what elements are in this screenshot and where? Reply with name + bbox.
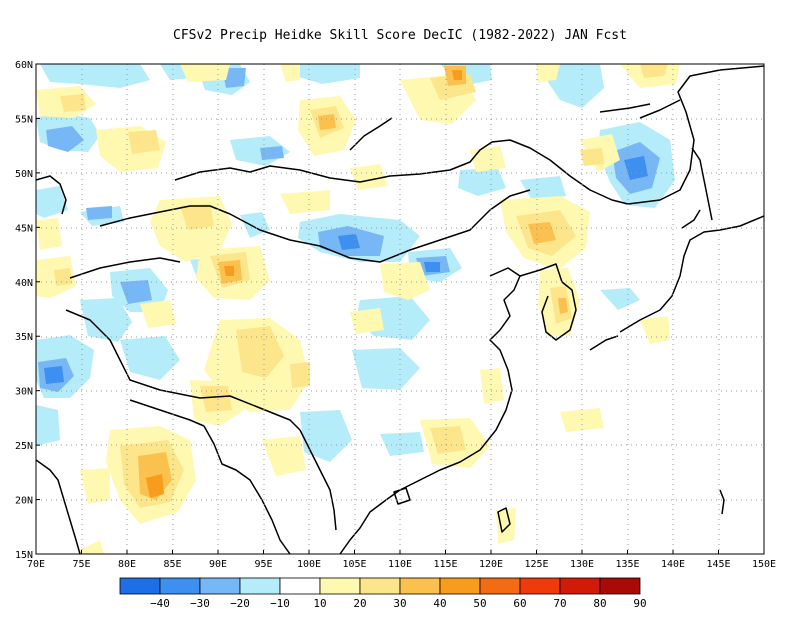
tick-marks	[35, 63, 765, 555]
lat-label: 45N	[15, 223, 33, 234]
lon-label: 145E	[706, 559, 730, 570]
deep-orange-regions	[146, 70, 462, 498]
colorbar: −40 −30 −20 −10 10 20 30 40 50 60 70 80 90	[119, 577, 647, 610]
colorbar-swatch	[359, 577, 401, 595]
colorbar-swatch	[239, 577, 281, 595]
lon-label: 150E	[752, 559, 776, 570]
colorbar-swatch	[199, 577, 241, 595]
colorbar-label: 10	[313, 597, 326, 610]
lon-label: 140E	[661, 559, 685, 570]
lon-label: 75E	[72, 559, 90, 570]
colorbar-swatch	[399, 577, 441, 595]
lat-label: 40N	[15, 278, 33, 289]
colorbar-swatch	[479, 577, 521, 595]
lon-label: 85E	[163, 559, 181, 570]
lat-label: 20N	[15, 496, 33, 507]
grid-lines	[36, 64, 764, 554]
lat-label: 15N	[15, 550, 33, 561]
lon-label: 125E	[524, 559, 548, 570]
lon-label: 70E	[27, 559, 45, 570]
colorbar-label: −30	[190, 597, 210, 610]
colorbar-swatch	[319, 577, 361, 595]
light-blue-regions	[36, 64, 675, 462]
lat-label: 50N	[15, 169, 33, 180]
lon-label: 90E	[209, 559, 227, 570]
colorbar-swatch	[599, 577, 641, 595]
lon-label: 135E	[615, 559, 639, 570]
lat-label: 30N	[15, 387, 33, 398]
lon-label: 130E	[570, 559, 594, 570]
dark-blue-regions	[44, 156, 648, 384]
colorbar-label: 80	[593, 597, 606, 610]
lon-label: 95E	[254, 559, 272, 570]
colorbar-label: 30	[393, 597, 406, 610]
longitude-labels: 70E 75E 80E 85E 90E 95E 100E 105E 110E 115E 120E 12…	[27, 559, 776, 570]
lat-label: 55N	[15, 114, 33, 125]
lon-label: 120E	[479, 559, 503, 570]
lon-label: 105E	[342, 559, 366, 570]
colorbar-swatch	[519, 577, 561, 595]
colorbar-label: 60	[513, 597, 526, 610]
lat-label: 60N	[15, 60, 33, 71]
colorbar-swatch	[559, 577, 601, 595]
colorbar-label: −20	[230, 597, 250, 610]
lon-label: 80E	[118, 559, 136, 570]
lat-label: 35N	[15, 332, 33, 343]
lat-label: 25N	[15, 441, 33, 452]
colorbar-label: 70	[553, 597, 566, 610]
colorbar-swatch	[119, 577, 161, 595]
coastlines	[36, 65, 764, 554]
lon-label: 115E	[433, 559, 457, 570]
colorbar-label: 20	[353, 597, 366, 610]
mid-blue-regions	[38, 68, 660, 392]
colorbar-label: 40	[433, 597, 446, 610]
colorbar-label: −40	[150, 597, 170, 610]
lon-label: 110E	[388, 559, 412, 570]
colorbar-swatch	[439, 577, 481, 595]
colorbar-label: 50	[473, 597, 486, 610]
latitude-labels: 60N 55N 50N 45N 40N 35N 30N 25N 20N 15N	[15, 60, 33, 561]
colorbar-label: 90	[633, 597, 646, 610]
map-title: CFSv2 Precip Heidke Skill Score DecIC (1…	[173, 28, 627, 43]
lon-label: 100E	[297, 559, 321, 570]
colorbar-label: −10	[270, 597, 290, 610]
colorbar-swatch	[279, 577, 321, 595]
colorbar-swatch	[159, 577, 201, 595]
shaded-regions	[36, 64, 680, 554]
